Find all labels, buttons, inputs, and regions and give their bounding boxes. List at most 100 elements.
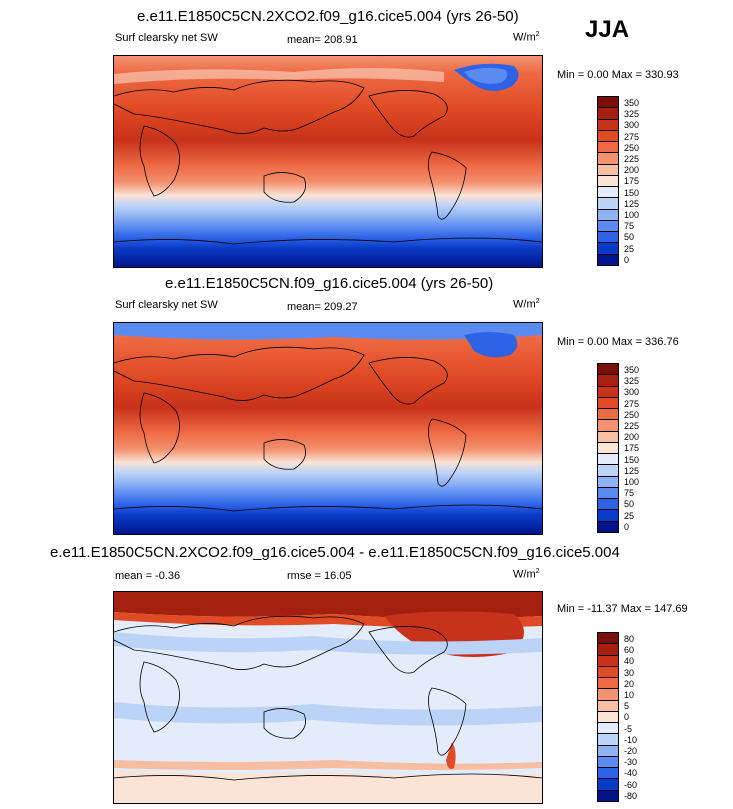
colorbar-tick-label: -5 [624, 723, 633, 734]
colorbar-swatch [598, 756, 618, 769]
panel-3-colorbar [597, 632, 619, 802]
panel-2-map [113, 322, 543, 535]
panel-2-mean: mean= 209.27 [287, 301, 358, 313]
colorbar-tick-label: 175 [624, 443, 640, 454]
panel-3-title: e.e11.E1850C5CN.2XCO2.f09_g16.cice5.004 … [50, 544, 620, 561]
colorbar-swatch [598, 153, 618, 165]
colorbar-swatch [598, 232, 618, 244]
colorbar-swatch [598, 465, 618, 477]
panel-2-units-base: W/m [513, 298, 536, 311]
colorbar-swatch [598, 164, 618, 176]
colorbar-tick-label: 325 [624, 109, 640, 120]
panel-1-variable: Surf clearsky net SW [115, 32, 218, 44]
colorbar-tick-label: 300 [624, 120, 640, 131]
colorbar-tick-label: 30 [624, 667, 635, 678]
panel-2-minmax: Min = 0.00 Max = 336.76 [557, 336, 679, 348]
colorbar-tick-label: 150 [624, 454, 640, 465]
panel-2-title: e.e11.E1850C5CN.f09_g16.cice5.004 (yrs 2… [165, 275, 494, 292]
colorbar-swatch [598, 666, 618, 679]
colorbar-swatch [598, 409, 618, 421]
colorbar-swatch [598, 442, 618, 455]
panel-1-field [114, 56, 542, 267]
panel-3-mean: mean = -0.36 [115, 570, 181, 582]
colorbar-swatch [598, 97, 618, 109]
colorbar-swatch [598, 420, 618, 432]
panel-1-minmax: Min = 0.00 Max = 330.93 [557, 69, 679, 81]
colorbar-tick-label: 0 [624, 254, 630, 265]
panel-1-units: W/m2 [513, 31, 540, 44]
colorbar-tick-label: 300 [624, 387, 640, 398]
colorbar-tick-label: 50 [624, 232, 635, 243]
panel-3-units-base: W/m [513, 568, 536, 581]
colorbar-swatch [598, 254, 618, 265]
colorbar-swatch [598, 142, 618, 154]
panel-3-units-exp: 2 [535, 568, 540, 575]
colorbar-tick-label: 25 [624, 510, 635, 521]
colorbar-swatch [598, 487, 618, 500]
colorbar-swatch [598, 476, 618, 488]
colorbar-swatch [598, 655, 618, 667]
colorbar-tick-label: 60 [624, 645, 635, 656]
colorbar-tick-label: -40 [624, 768, 638, 779]
colorbar-tick-label: 250 [624, 409, 640, 420]
colorbar-swatch [598, 454, 618, 466]
colorbar-tick-label: 150 [624, 187, 640, 198]
colorbar-tick-label: 0 [624, 712, 630, 723]
colorbar-swatch [598, 711, 618, 724]
colorbar-swatch [598, 243, 618, 255]
colorbar-swatch [598, 734, 618, 746]
colorbar-tick-label: 40 [624, 656, 635, 667]
panel-3-units: W/m2 [513, 568, 540, 581]
colorbar-swatch [598, 386, 618, 398]
panel-3-map [113, 591, 543, 804]
colorbar-tick-label: 200 [624, 432, 640, 443]
colorbar-tick-label: 80 [624, 634, 635, 644]
colorbar-tick-label: -60 [624, 779, 638, 790]
colorbar-tick-label: 325 [624, 376, 640, 387]
panel-2-colorbar-labels: 350 325 300 275 250 225 200 175 150 125 100 75 50 25 0 [624, 365, 664, 534]
colorbar-swatch [598, 375, 618, 387]
colorbar-swatch [598, 633, 618, 645]
colorbar-tick-label: 75 [624, 488, 635, 499]
colorbar-swatch [598, 209, 618, 221]
colorbar-tick-label: 350 [624, 98, 640, 108]
panel-1-colorbar [597, 96, 619, 266]
colorbar-tick-label: 275 [624, 398, 640, 409]
panel-1-colorbar-labels: 350 325 300 275 250 225 200 175 150 125 100 75 50 25 0 [624, 98, 664, 267]
panel-3-field [114, 592, 542, 803]
colorbar-swatch [598, 397, 618, 410]
colorbar-tick-label: 175 [624, 176, 640, 187]
colorbar-swatch [598, 431, 618, 443]
colorbar-tick-label: 350 [624, 365, 640, 375]
colorbar-swatch [598, 779, 618, 791]
colorbar-swatch [598, 220, 618, 233]
panel-1-mean: mean= 208.91 [287, 34, 358, 46]
colorbar-tick-label: 10 [624, 690, 635, 700]
panel-2-field [114, 323, 542, 534]
colorbar-tick-label: 5 [624, 701, 630, 712]
colorbar-tick-label: -80 [624, 790, 638, 801]
colorbar-swatch [598, 119, 618, 131]
colorbar-swatch [598, 700, 618, 712]
colorbar-swatch [598, 130, 618, 143]
colorbar-tick-label: -20 [624, 746, 638, 756]
panel-2-units-exp: 2 [535, 298, 540, 305]
colorbar-tick-label: 100 [624, 477, 640, 487]
colorbar-swatch [598, 175, 618, 188]
colorbar-swatch [598, 521, 618, 532]
colorbar-swatch [598, 108, 618, 120]
colorbar-tick-label: 225 [624, 421, 640, 431]
panel-1-map [113, 55, 543, 268]
colorbar-swatch [598, 678, 618, 690]
panel-2-variable: Surf clearsky net SW [115, 299, 218, 311]
colorbar-tick-label: 125 [624, 198, 640, 209]
colorbar-tick-label: 125 [624, 465, 640, 476]
colorbar-tick-label: 100 [624, 210, 640, 220]
colorbar-tick-label: 50 [624, 499, 635, 510]
colorbar-tick-label: 25 [624, 243, 635, 254]
panel-1-units-exp: 2 [535, 31, 540, 38]
colorbar-swatch [598, 510, 618, 522]
colorbar-swatch [598, 364, 618, 376]
colorbar-swatch [598, 198, 618, 210]
colorbar-swatch [598, 745, 618, 757]
